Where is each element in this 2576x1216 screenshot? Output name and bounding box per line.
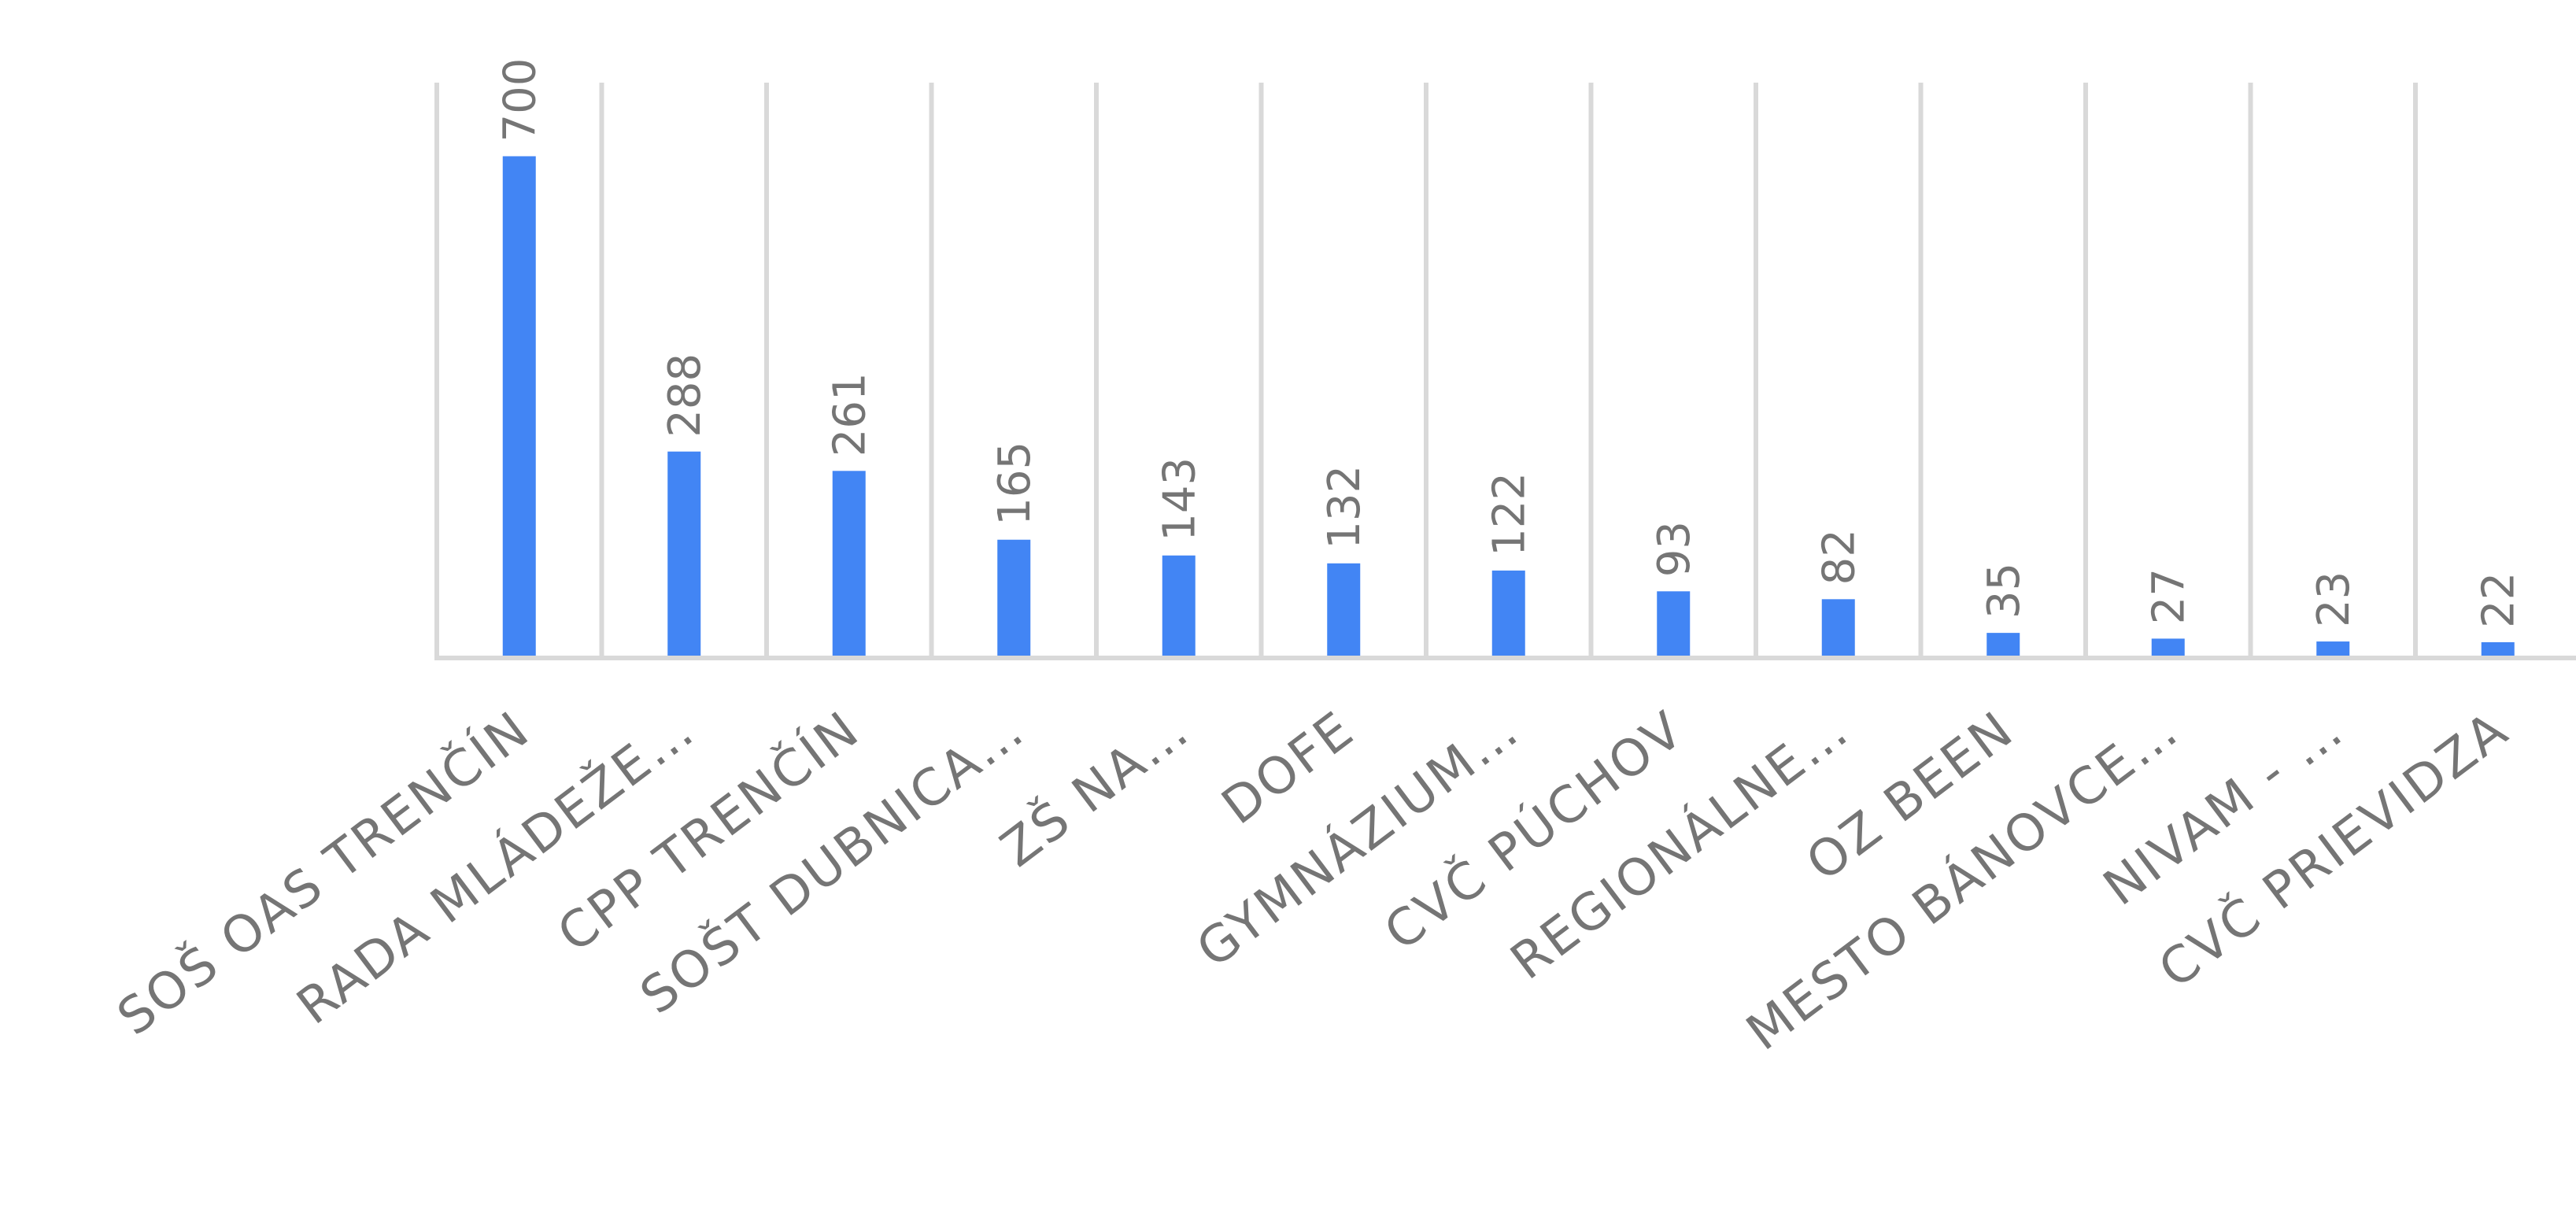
data-label: 93 xyxy=(1649,521,1700,577)
data-label: 165 xyxy=(989,442,1040,526)
bar xyxy=(1987,633,2020,658)
data-label: 288 xyxy=(660,353,711,438)
data-label: 143 xyxy=(1155,457,1206,541)
bar xyxy=(1327,563,1361,658)
bar xyxy=(1821,599,1855,658)
bar xyxy=(2481,641,2515,658)
bars xyxy=(502,156,2515,658)
data-label: 27 xyxy=(2144,568,2195,624)
data-label: 22 xyxy=(2474,572,2525,628)
data-label: 132 xyxy=(1319,465,1370,549)
data-labels: 700 288 261 165 143 132 122 93 82 35 27 23 22 xyxy=(495,58,2525,628)
bar xyxy=(1657,591,1691,658)
bar xyxy=(502,156,536,658)
data-label: 122 xyxy=(1484,472,1536,556)
bar xyxy=(1162,555,1196,658)
bar xyxy=(2316,641,2350,658)
data-label: 23 xyxy=(2308,571,2360,627)
bar xyxy=(997,539,1031,658)
bar xyxy=(1491,570,1525,658)
data-label: 261 xyxy=(825,372,876,456)
bar xyxy=(667,451,701,658)
data-label: 35 xyxy=(1979,563,2030,619)
bar xyxy=(832,471,866,658)
bar xyxy=(2151,638,2185,658)
data-label: 700 xyxy=(495,58,546,142)
category-label: ZŠ NA… xyxy=(989,699,1200,878)
data-label: 82 xyxy=(1814,529,1865,585)
gridlines xyxy=(434,83,2418,658)
